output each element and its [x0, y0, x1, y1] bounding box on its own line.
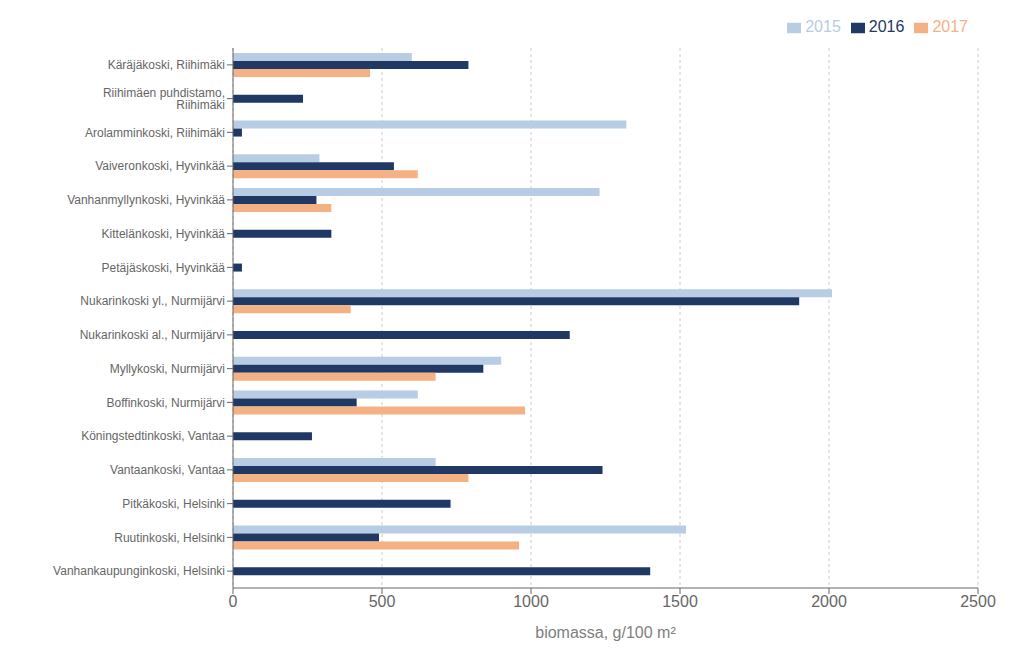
svg-text:2000: 2000	[811, 593, 847, 610]
svg-text:Nukarinkoski yl., Nurmijärvi: Nukarinkoski yl., Nurmijärvi	[80, 294, 225, 308]
svg-text:Pitkäkoski, Helsinki: Pitkäkoski, Helsinki	[122, 497, 225, 511]
svg-text:Boffinkoski, Nurmijärvi: Boffinkoski, Nurmijärvi	[107, 396, 225, 410]
svg-text:Köningstedtinkoski, Vantaa: Köningstedtinkoski, Vantaa	[81, 429, 225, 443]
html-text:2016: 2016	[868, 18, 905, 35]
svg-text:Arolamminkoski, Riihimäki: Arolamminkoski, Riihimäki	[85, 126, 225, 140]
svg-text:0: 0	[229, 593, 238, 610]
svg-text:Vaiveronkoski, Hyvinkää: Vaiveronkoski, Hyvinkää	[95, 159, 225, 173]
svg-text:Kittelänkoski, Hyvinkää: Kittelänkoski, Hyvinkää	[102, 227, 226, 241]
svg-text:Vanhankaupunginkoski, Helsinki: Vanhankaupunginkoski, Helsinki	[53, 564, 225, 578]
svg-text:Myllykoski, Nurmijärvi: Myllykoski, Nurmijärvi	[110, 362, 225, 376]
svg-text:Riihimäen puhdistamo,Riihimäki: Riihimäen puhdistamo,Riihimäki	[103, 86, 225, 112]
svg-text:Ruutinkoski, Helsinki: Ruutinkoski, Helsinki	[114, 531, 225, 545]
svg-text:biomassa, g/100 m²: biomassa, g/100 m²	[535, 624, 676, 641]
svg-text:1500: 1500	[662, 593, 698, 610]
svg-text:Petäjäskoski, Hyvinkää: Petäjäskoski, Hyvinkää	[102, 261, 226, 275]
svg-text:500: 500	[369, 593, 396, 610]
svg-text:2500: 2500	[960, 593, 996, 610]
html-text:2015: 2015	[805, 18, 841, 35]
svg-text:1000: 1000	[513, 593, 549, 610]
html-text:2017: 2017	[932, 18, 968, 35]
svg-text:Vanhanmyllynkoski, Hyvinkää: Vanhanmyllynkoski, Hyvinkää	[67, 193, 225, 207]
svg-text:Vantaankoski, Vantaa: Vantaankoski, Vantaa	[110, 463, 225, 477]
svg-text:Nukarinkoski al., Nurmijärvi: Nukarinkoski al., Nurmijärvi	[80, 328, 225, 342]
svg-text:Käräjäkoski, Riihimäki: Käräjäkoski, Riihimäki	[108, 58, 225, 72]
